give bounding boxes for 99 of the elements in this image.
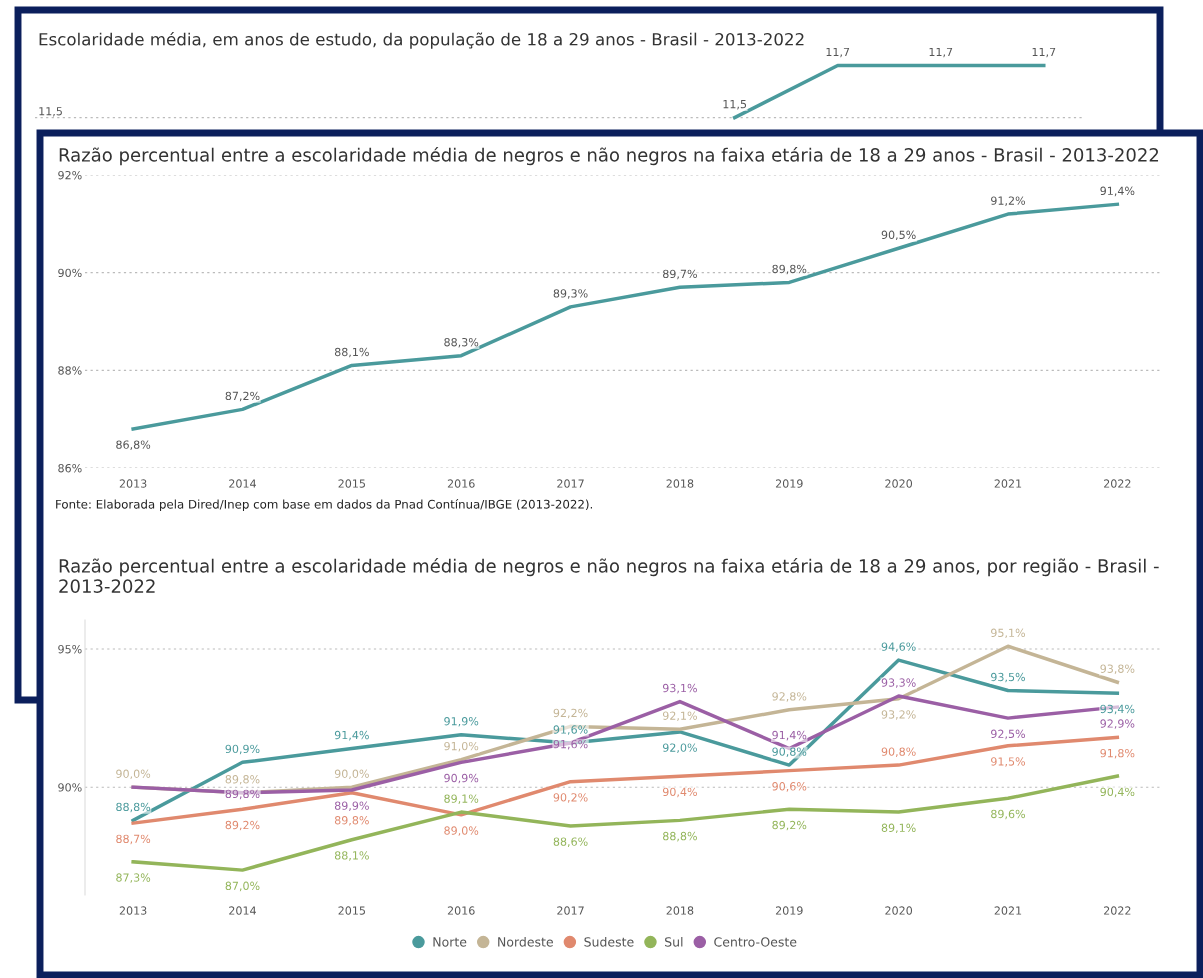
data-label: 90,8%	[772, 747, 807, 757]
data-label: 89,1%	[444, 794, 479, 804]
y-tick-label: 88%	[58, 366, 82, 375]
data-label: 90,8%	[881, 747, 916, 757]
y-tick-label: 90%	[58, 268, 82, 278]
data-label: 88,8%	[116, 802, 151, 813]
x-tick-label: 2019	[775, 479, 803, 488]
data-label: 92,8%	[772, 692, 807, 702]
data-label: 89,1%	[881, 823, 916, 834]
data-label: 91,4%	[1100, 186, 1135, 197]
y-tick-label: 95%	[58, 644, 82, 654]
x-tick-label: 2015	[338, 479, 365, 488]
chart-title: Razão percentual entre a escolaridade média de negros e não negros na faixa etária de 18 a 29 anos, por região - Brasil - 2013-2022	[59, 558, 1159, 593]
x-tick-label: 2019	[775, 906, 803, 915]
data-label: 89,2%	[772, 820, 807, 831]
data-label: 90,0%	[116, 769, 151, 780]
data-label: 92,0%	[662, 743, 697, 753]
data-label: 91,6%	[553, 739, 588, 750]
x-tick-label: 2016	[447, 906, 475, 915]
data-label: 89,6%	[991, 809, 1026, 820]
data-label: 88,7%	[116, 834, 151, 845]
data-label: 91,5%	[991, 757, 1026, 767]
data-label: 91,4%	[772, 730, 807, 741]
legend-label: Sudeste	[584, 936, 634, 947]
x-tick-label: 2021	[994, 479, 1022, 488]
data-label: 94,6%	[881, 642, 916, 652]
data-label: 93,2%	[881, 710, 916, 720]
data-label: 93,8%	[1100, 664, 1135, 675]
x-tick-label: 2014	[229, 479, 256, 488]
legend-label: Nordeste	[498, 936, 553, 947]
data-label: 90,9%	[444, 773, 479, 784]
data-label: 89,8%	[225, 775, 260, 785]
data-label: 89,3%	[553, 289, 588, 299]
data-label: 89,8%	[772, 264, 807, 275]
data-label: 88,3%	[444, 338, 479, 348]
data-label: 91,8%	[1100, 748, 1135, 759]
data-label: 90,4%	[1100, 787, 1135, 798]
data-label: 89,9%	[334, 801, 369, 811]
y-tick-label: 86%	[58, 463, 82, 473]
data-label: 95,1%	[991, 628, 1026, 639]
x-tick-label: 2020	[885, 479, 913, 488]
x-tick-label: 2013	[119, 906, 147, 915]
data-label: 11,7	[1032, 47, 1056, 58]
data-label: 87,0%	[225, 881, 260, 892]
x-tick-label: 2016	[447, 479, 475, 488]
data-label: 93,4%	[1100, 704, 1135, 715]
data-label: 93,1%	[662, 683, 697, 694]
x-tick-label: 2013	[119, 479, 147, 488]
x-tick-label: 2022	[1104, 479, 1131, 488]
data-label: 89,2%	[225, 820, 260, 831]
data-label: 89,8%	[334, 816, 369, 826]
data-label: 93,5%	[991, 672, 1026, 683]
data-label: 88,1%	[334, 347, 369, 358]
source-note: Fonte: Elaborada pela Dired/Inep com base em dados da Pnad Contínua/IBGE (2013-2022).	[56, 499, 593, 511]
ref-line-label: 11,5	[39, 107, 62, 117]
y-tick-label: 90%	[58, 783, 82, 792]
data-label: 86,8%	[116, 440, 151, 450]
data-label: 93,3%	[881, 678, 916, 688]
chart-title: Razão percentual entre a escolaridade média de negros e não negros na faixa etária de 18 a 29 anos - Brasil - 2013-2022	[59, 147, 1159, 166]
data-label: 92,2%	[553, 708, 588, 719]
data-label: 90,9%	[225, 744, 260, 755]
data-label: 92,9%	[1100, 719, 1135, 729]
data-label: 90,2%	[553, 793, 588, 803]
legend-label: Norte	[433, 937, 467, 947]
data-label: 11,7	[929, 47, 953, 58]
data-label: 87,3%	[116, 873, 151, 883]
data-label: 88,6%	[553, 837, 588, 847]
data-label: 91,4%	[334, 730, 369, 741]
x-tick-label: 2018	[666, 479, 694, 488]
x-tick-label: 2018	[666, 906, 694, 915]
x-tick-label: 2020	[885, 906, 913, 915]
x-tick-label: 2017	[557, 479, 584, 488]
legend-label: Sul	[665, 936, 683, 947]
data-label: 92,5%	[991, 729, 1026, 740]
x-tick-label: 2021	[994, 906, 1022, 915]
x-tick-label: 2014	[229, 906, 256, 915]
data-label: 90,0%	[334, 769, 369, 780]
data-label: 87,2%	[225, 391, 260, 402]
data-label: 90,5%	[881, 230, 916, 241]
data-label: 90,4%	[662, 787, 697, 798]
data-label: 91,9%	[444, 717, 479, 727]
data-label: 88,8%	[663, 831, 697, 842]
x-tick-label: 2017	[557, 906, 584, 915]
data-label: 89,7%	[663, 269, 697, 280]
data-label: 89,0%	[444, 826, 479, 836]
data-label: 89,8%	[225, 789, 260, 800]
legend-label: Centro-Oeste	[714, 937, 797, 947]
data-label: 91,2%	[991, 196, 1026, 206]
data-label: 91,0%	[444, 741, 479, 752]
data-label: 88,1%	[334, 851, 369, 861]
data-label: 11,7	[826, 47, 850, 58]
chart-title: Escolaridade média, em anos de estudo, da população de 18 a 29 anos - Brasil - 2013-2022	[39, 32, 804, 49]
x-tick-label: 2015	[338, 906, 365, 915]
data-label: 90,6%	[772, 782, 807, 792]
y-tick-label: 92%	[58, 170, 82, 180]
data-label: 92,1%	[662, 711, 697, 722]
x-tick-label: 2022	[1104, 906, 1131, 915]
data-label: 91,6%	[553, 725, 588, 735]
data-label: 11,5	[723, 100, 747, 110]
